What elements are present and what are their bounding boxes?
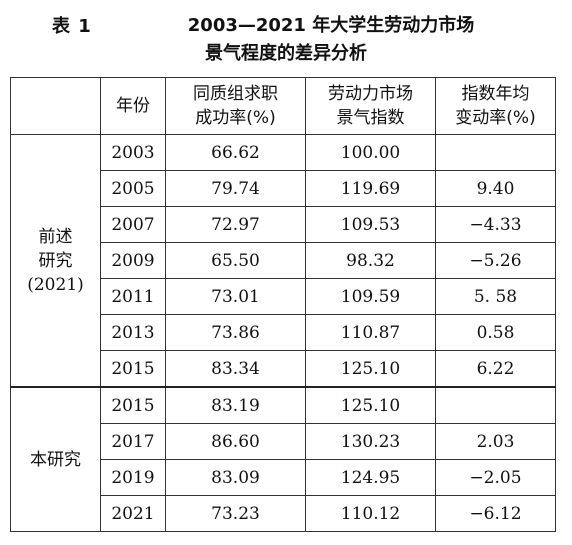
header-success-rate-line-1: 同质组求职 xyxy=(193,84,278,104)
cell-annual-change xyxy=(435,134,556,171)
data-table: 年份 同质组求职 成功率(%) 劳动力市场 景气指数 指数年均 变动率(%) 前… xyxy=(10,77,556,532)
header-market-index: 劳动力市场 景气指数 xyxy=(305,77,436,135)
table-number: 表 1 xyxy=(52,16,92,37)
cell-success-rate: 83.19 xyxy=(165,386,306,424)
cell-year: 2011 xyxy=(100,278,166,315)
cell-success-rate: 73.01 xyxy=(165,278,306,315)
cell-annual-change: −2.05 xyxy=(435,459,556,496)
cell-annual-change xyxy=(435,386,556,424)
cell-market-index: 110.87 xyxy=(305,314,436,351)
table-row: 2013 73.86 110.87 0.58 xyxy=(11,314,556,351)
header-group-cell xyxy=(10,77,101,135)
cell-success-rate: 73.86 xyxy=(165,314,306,351)
group-label-line-2: 研究 xyxy=(38,250,73,271)
group-label-line-3: (2021) xyxy=(27,274,84,295)
cell-success-rate: 86.60 xyxy=(165,423,306,460)
header-success-rate-line-2: 成功率(%) xyxy=(195,108,276,128)
cell-market-index: 119.69 xyxy=(305,170,436,207)
group-label-line-1: 本研究 xyxy=(30,449,81,470)
header-annual-change: 指数年均 变动率(%) xyxy=(435,77,556,135)
header-market-index-line-2: 景气指数 xyxy=(336,108,405,128)
cell-annual-change: 0.58 xyxy=(435,314,556,351)
group-label-prior-study: 前述 研究 (2021) xyxy=(10,134,101,388)
cell-success-rate: 79.74 xyxy=(165,170,306,207)
table-row: 2005 79.74 119.69 9.40 xyxy=(11,170,556,207)
header-success-rate: 同质组求职 成功率(%) xyxy=(165,77,306,135)
cell-annual-change: 2.03 xyxy=(435,423,556,460)
cell-market-index: 109.59 xyxy=(305,278,436,315)
cell-market-index: 130.23 xyxy=(305,423,436,460)
header-annual-change-line-2: 变动率(%) xyxy=(455,108,536,128)
table-row: 2009 65.50 98.32 −5.26 xyxy=(11,242,556,279)
cell-market-index: 125.10 xyxy=(305,350,436,388)
cell-success-rate: 65.50 xyxy=(165,242,306,279)
header-market-index-line-1: 劳动力市场 xyxy=(328,84,413,104)
table-caption: 表 1 2003—2021 年大学生劳动力市场 景气程度的差异分析 xyxy=(0,6,572,72)
cell-success-rate: 83.09 xyxy=(165,459,306,496)
cell-market-index: 100.00 xyxy=(305,134,436,171)
cell-annual-change: −5.26 xyxy=(435,242,556,279)
cell-year: 2021 xyxy=(100,495,166,532)
group-label-line-1: 前述 xyxy=(38,226,73,247)
table-title-line-1: 2003—2021 年大学生劳动力市场 xyxy=(187,15,475,36)
cell-success-rate: 83.34 xyxy=(165,350,306,388)
cell-market-index: 124.95 xyxy=(305,459,436,496)
cell-year: 2007 xyxy=(100,206,166,243)
cell-year: 2003 xyxy=(100,134,166,171)
table-title: 2003—2021 年大学生劳动力市场 景气程度的差异分析 xyxy=(0,12,572,68)
cell-year: 2017 xyxy=(100,423,166,460)
cell-year: 2019 xyxy=(100,459,166,496)
table-row: 2021 73.23 110.12 −6.12 xyxy=(11,495,556,532)
table-row: 2017 86.60 130.23 2.03 xyxy=(11,423,556,460)
group-label-this-study: 本研究 xyxy=(10,386,101,532)
cell-year: 2005 xyxy=(100,170,166,207)
cell-year: 2015 xyxy=(100,350,166,388)
table-row: 前述 研究 (2021) 2003 66.62 100.00 xyxy=(10,134,556,388)
cell-market-index: 125.10 xyxy=(305,386,436,424)
header-row: 年份 同质组求职 成功率(%) 劳动力市场 景气指数 指数年均 变动率(%) xyxy=(10,77,556,135)
table-row: 本研究 2015 83.19 125.10 xyxy=(10,386,556,532)
cell-success-rate: 72.97 xyxy=(165,206,306,243)
cell-annual-change: −6.12 xyxy=(435,495,556,532)
table-row: 2019 83.09 124.95 −2.05 xyxy=(11,459,556,496)
table-title-line-2: 景气程度的差异分析 xyxy=(205,43,367,64)
cell-year: 2013 xyxy=(100,314,166,351)
cell-year: 2009 xyxy=(100,242,166,279)
cell-annual-change: 6.22 xyxy=(435,350,556,388)
table-row: 2007 72.97 109.53 −4.33 xyxy=(11,206,556,243)
cell-annual-change: 9.40 xyxy=(435,170,556,207)
table-row: 2015 83.34 125.10 6.22 xyxy=(11,350,556,388)
header-year: 年份 xyxy=(100,77,166,135)
cell-year: 2015 xyxy=(100,386,166,424)
cell-market-index: 109.53 xyxy=(305,206,436,243)
cell-annual-change: −4.33 xyxy=(435,206,556,243)
cell-market-index: 98.32 xyxy=(305,242,436,279)
cell-success-rate: 66.62 xyxy=(165,134,306,171)
header-annual-change-line-1: 指数年均 xyxy=(461,84,530,104)
cell-market-index: 110.12 xyxy=(305,495,436,532)
cell-annual-change: 5. 58 xyxy=(435,278,556,315)
cell-success-rate: 73.23 xyxy=(165,495,306,532)
